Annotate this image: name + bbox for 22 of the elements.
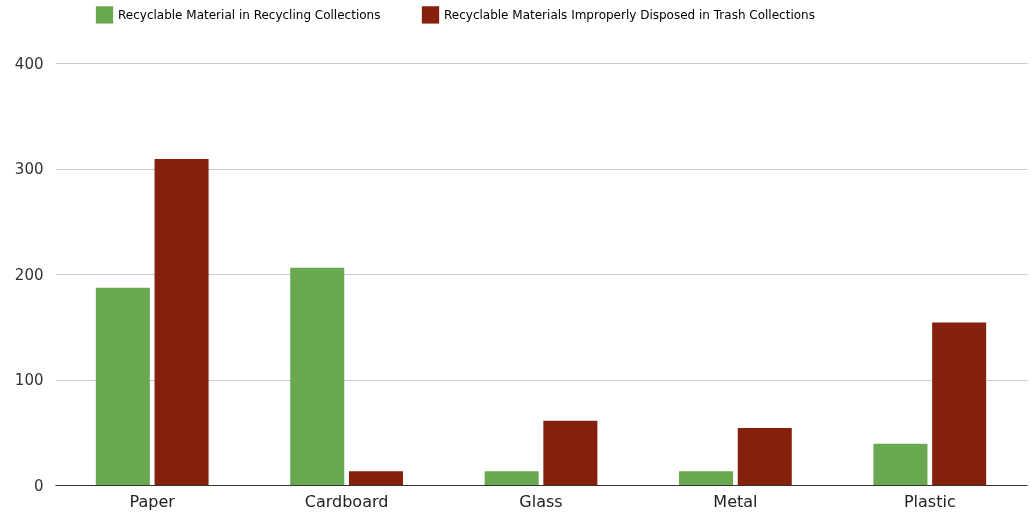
bar <box>290 267 345 485</box>
bar <box>154 159 209 485</box>
x-tick-label: Paper <box>129 491 176 511</box>
bar <box>679 471 734 485</box>
bar <box>737 428 792 485</box>
bar <box>484 471 539 485</box>
bar <box>348 471 403 485</box>
bar <box>543 420 598 485</box>
y-tick-label: 300 <box>14 160 44 178</box>
y-tick-label: 0 <box>33 476 44 495</box>
y-tick-label: 100 <box>14 371 44 389</box>
legend-label: Recyclable Material in Recycling Collections <box>118 7 381 22</box>
x-tick-label: Cardboard <box>304 491 389 511</box>
y-tick-label: 200 <box>14 265 44 284</box>
bar <box>932 322 987 485</box>
x-tick-label: Plastic <box>903 491 956 511</box>
x-tick-label: Glass <box>519 491 563 511</box>
bar <box>873 443 928 485</box>
x-tick-label: Metal <box>713 491 758 511</box>
y-tick-label: 400 <box>14 54 44 73</box>
legend-label: Recyclable Materials Improperly Disposed in Trash Collections <box>444 7 815 22</box>
bar <box>95 287 150 485</box>
